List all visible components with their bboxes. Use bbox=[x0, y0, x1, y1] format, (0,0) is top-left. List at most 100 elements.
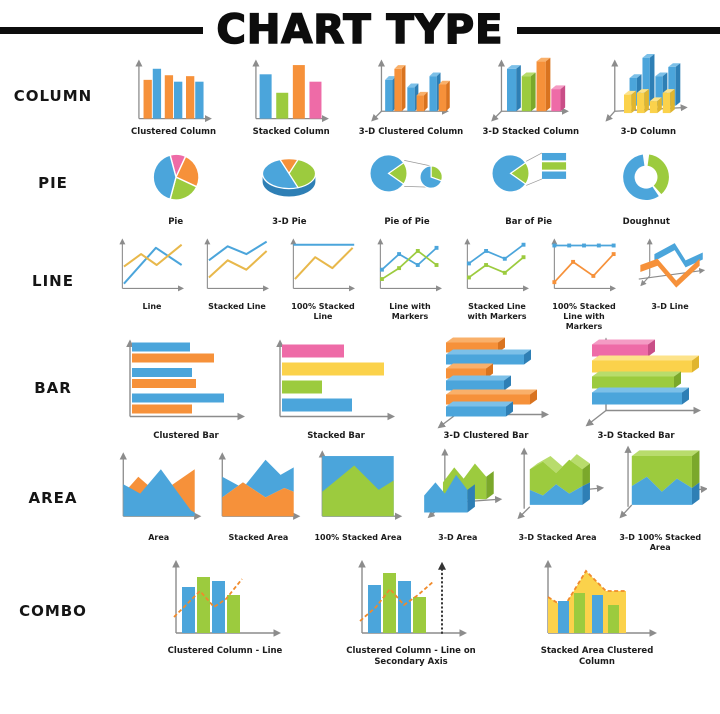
chart-caption: Pie bbox=[168, 216, 184, 227]
chart-caption: 100% Stacked Area bbox=[314, 532, 402, 542]
chart-3d-100-stacked-area: 3-D 100% Stacked Area bbox=[610, 444, 710, 553]
title-bar: CHART TYPE bbox=[0, 0, 720, 52]
chart-caption: 3-D Line bbox=[651, 302, 689, 312]
row-label-pie: PIE bbox=[38, 174, 68, 193]
row-column-charts: Clustered Column Stacked Column bbox=[106, 54, 720, 138]
chart-caption: Pie of Pie bbox=[384, 216, 430, 227]
chart-3d-clustered-column: 3-D Clustered Column bbox=[358, 54, 464, 138]
row-line: LINE Line Stacked Line bbox=[0, 229, 720, 332]
chart-stacked-area: Stacked Area bbox=[211, 444, 305, 543]
chart-caption: 3-D Clustered Column bbox=[358, 127, 464, 137]
chart-line-with-markers: Line with Markers bbox=[370, 229, 450, 322]
row-column: COLUMN Clustered Column bbox=[0, 54, 720, 138]
chart-line: Line bbox=[113, 229, 191, 312]
chart-stacked-line-with-markers: Stacked Line with Markers bbox=[457, 229, 537, 322]
row-label-combo: COMBO bbox=[19, 602, 87, 620]
stacked-line-graphic bbox=[204, 238, 270, 292]
chart-caption: 3-D Area bbox=[438, 532, 478, 542]
row-combo: COMBO Clustered Column - Line bbox=[0, 555, 720, 667]
row-bar: BAR Clustered Bar bbox=[0, 334, 720, 442]
chart-caption: Line with Markers bbox=[389, 302, 431, 322]
chart-caption: Clustered Bar bbox=[153, 431, 219, 442]
chart-caption: 3-D Column bbox=[620, 127, 677, 137]
chart-caption: 100% Stacked Line with Markers bbox=[552, 302, 616, 332]
100-stacked-area-graphic bbox=[318, 450, 403, 520]
chart-stacked-column: Stacked Column bbox=[241, 54, 341, 138]
chart-caption: Stacked Bar bbox=[307, 431, 365, 442]
area-graphic bbox=[119, 452, 202, 520]
stacked-area-graphic bbox=[219, 452, 301, 520]
chart-stacked-line: Stacked Line bbox=[198, 229, 276, 312]
stacked-column-graphic bbox=[252, 59, 330, 123]
line-graphic bbox=[119, 238, 185, 292]
chart-caption: 3-D Pie bbox=[272, 216, 307, 227]
chart-stacked-bar: Stacked Bar bbox=[266, 334, 406, 442]
row-label-area: AREA bbox=[28, 489, 78, 508]
chart-3d-column: 3-D Column bbox=[598, 54, 698, 138]
3d-100-stacked-area-graphic bbox=[619, 445, 708, 519]
stacked-line-with-markers-graphic bbox=[464, 238, 530, 292]
chart-clustered-column: Clustered Column bbox=[124, 54, 224, 138]
chart-3d-line: 3-D Line bbox=[631, 229, 709, 312]
chart-bar-of-pie: Bar of Pie bbox=[481, 140, 577, 228]
row-area: AREA Area Stacked Area bbox=[0, 444, 720, 553]
chart-caption: Clustered Column - Line bbox=[167, 645, 283, 656]
title-rule-right bbox=[517, 26, 720, 34]
pie-graphic bbox=[152, 153, 200, 201]
chart-caption: 3-D Stacked Bar bbox=[597, 431, 675, 442]
chart-clustered-column-line: Clustered Column - Line bbox=[158, 555, 292, 657]
chart-clustered-column-line-secondary-axis: Clustered Column - Line on Secondary Axi… bbox=[344, 555, 478, 667]
3d-clustered-column-graphic bbox=[371, 59, 450, 122]
row-bar-charts: Clustered Bar Stacked Bar bbox=[106, 334, 720, 442]
chart-caption: Clustered Column bbox=[131, 127, 217, 137]
row-pie-charts: Pie 3-D Pie bbox=[106, 140, 720, 228]
chart-3d-stacked-bar: 3-D Stacked Bar bbox=[566, 334, 706, 442]
chart-caption: 3-D Stacked Column bbox=[482, 127, 580, 137]
3d-stacked-bar-graphic bbox=[585, 337, 702, 427]
clustered-column-line-graphic bbox=[172, 559, 282, 637]
chart-clustered-bar: Clustered Bar bbox=[116, 334, 256, 442]
chart-caption: Doughnut bbox=[622, 216, 670, 227]
100-stacked-line-with-markers-graphic bbox=[551, 238, 617, 292]
stacked-area-clustered-column-graphic bbox=[544, 559, 658, 637]
pie-of-pie-graphic bbox=[369, 153, 443, 193]
3d-area-graphic bbox=[423, 448, 503, 518]
chart-100-stacked-line-with-markers: 100% Stacked Line with Markers bbox=[544, 229, 624, 332]
chart-caption: Clustered Column - Line on Secondary Axi… bbox=[346, 645, 476, 667]
chart-3d-clustered-bar: 3-D Clustered Bar bbox=[416, 334, 556, 442]
chart-caption: Stacked Column bbox=[252, 127, 330, 137]
chart-3d-stacked-area: 3-D Stacked Area bbox=[511, 444, 605, 543]
chart-caption: Area bbox=[148, 532, 170, 542]
doughnut-graphic bbox=[623, 154, 670, 200]
chart-caption: Bar of Pie bbox=[505, 216, 553, 227]
chart-pie: Pie bbox=[132, 140, 220, 228]
row-combo-charts: Clustered Column - Line Clustered Column… bbox=[106, 555, 720, 667]
chart-caption: 3-D Stacked Area bbox=[518, 532, 597, 542]
3d-line-graphic bbox=[638, 238, 706, 288]
chart-100-stacked-line: 100% Stacked Line bbox=[283, 229, 363, 322]
row-label-bar: BAR bbox=[34, 379, 72, 398]
chart-caption: Stacked Line with Markers bbox=[467, 302, 527, 322]
3d-stacked-column-graphic bbox=[490, 57, 569, 122]
row-line-charts: Line Stacked Line 100% Stacked bbox=[106, 229, 720, 332]
line-with-markers-graphic bbox=[377, 238, 443, 292]
3d-pie-graphic bbox=[262, 157, 317, 197]
chart-caption: 3-D 100% Stacked Area bbox=[619, 532, 702, 552]
clustered-column-graphic bbox=[134, 59, 212, 123]
chart-doughnut: Doughnut bbox=[602, 140, 690, 228]
chart-stacked-area-clustered-column: Stacked Area Clustered Column bbox=[530, 555, 664, 667]
chart-100-stacked-area: 100% Stacked Area bbox=[311, 444, 405, 543]
chart-caption: Stacked Line bbox=[208, 302, 266, 312]
chart-caption: Stacked Area bbox=[228, 532, 289, 542]
row-label-column: COLUMN bbox=[13, 86, 93, 105]
title-rule-left bbox=[0, 26, 203, 34]
row-label-line: LINE bbox=[32, 271, 74, 290]
chart-3d-stacked-column: 3-D Stacked Column bbox=[481, 54, 581, 138]
clustered-bar-graphic bbox=[126, 339, 246, 421]
chart-pie-of-pie: Pie of Pie bbox=[359, 140, 455, 228]
chart-caption: Line bbox=[142, 302, 162, 312]
chart-3d-area: 3-D Area bbox=[411, 444, 505, 543]
stacked-bar-graphic bbox=[276, 339, 396, 421]
chart-caption: 3-D Clustered Bar bbox=[443, 431, 529, 442]
chart-area: Area bbox=[112, 444, 206, 543]
